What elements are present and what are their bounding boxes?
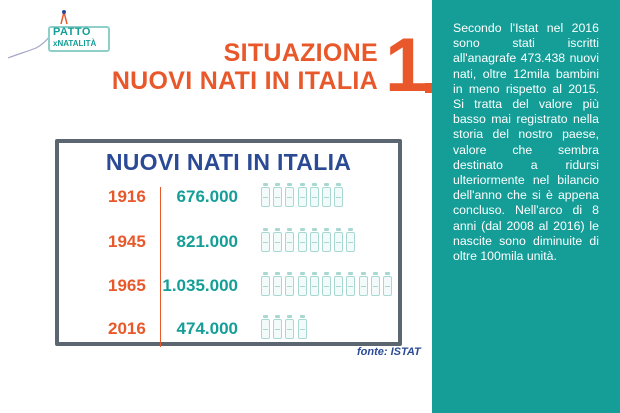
baby-bottle-icon — [358, 272, 368, 296]
row-count: 1.035.000 — [162, 276, 238, 295]
baby-bottle-icon — [261, 228, 270, 252]
baby-bottle-icon — [334, 183, 344, 207]
row-year: 1965 — [108, 276, 146, 295]
baby-bottle-icon — [322, 272, 331, 296]
source-note: fonte: ISTAT — [357, 346, 421, 358]
baby-bottle-icon — [285, 315, 295, 339]
baby-bottle-icon — [383, 272, 392, 296]
table-divider — [160, 187, 161, 347]
baby-bottle-icon — [346, 228, 356, 252]
row-count: 474.000 — [176, 319, 238, 338]
section-number: 1 — [385, 23, 428, 108]
baby-bottle-icon — [309, 228, 319, 252]
baby-bottle-icon — [309, 183, 319, 207]
baby-bottle-icon — [297, 228, 307, 252]
baby-bottle-icon — [273, 183, 283, 207]
title-line1: SITUAZIONE — [223, 39, 378, 67]
logo-swirl-icon — [7, 10, 68, 59]
row-year: 1945 — [108, 232, 146, 251]
baby-bottle-icon — [285, 183, 295, 207]
baby-bottle-icon — [273, 272, 283, 296]
baby-bottle-icon — [346, 272, 356, 296]
baby-bottle-icon — [322, 183, 331, 207]
logo-line2: xNATALITÀ — [53, 39, 97, 48]
logo-frame — [48, 26, 110, 52]
row-count: 821.000 — [176, 232, 238, 251]
section-number-dot — [425, 83, 437, 93]
left-panel: PATTO xNATALITÀ SITUAZIONE NUOVI NATI IN… — [6, 8, 437, 358]
baby-bottle-icon — [309, 272, 319, 296]
row-year: 2016 — [108, 319, 146, 338]
baby-bottle-icon — [285, 228, 295, 252]
baby-bottle-icon — [334, 272, 344, 296]
logo: PATTO xNATALITÀ — [6, 8, 116, 66]
body-paragraph: Secondo l'Istat nel 2016 sono stati iscr… — [453, 21, 599, 264]
baby-bottle-icon — [285, 272, 295, 296]
baby-bottle-icon — [261, 315, 270, 339]
row-count: 676.000 — [176, 187, 238, 206]
row-year: 1916 — [108, 187, 146, 206]
right-panel — [432, 0, 620, 413]
baby-bottle-icon — [261, 272, 270, 296]
births-table: NUOVI NATI IN ITALIA 1916 676.000 1945 8… — [55, 139, 402, 347]
baby-bottle-icon — [297, 272, 307, 296]
baby-bottle-icon — [261, 183, 270, 207]
logo-line1: PATTO — [53, 26, 91, 38]
baby-bottle-icon — [297, 315, 307, 339]
body-text: Secondo l'Istat nel 2016 sono stati iscr… — [453, 21, 599, 264]
baby-bottle-icon — [297, 183, 307, 207]
baby-bottle-icon — [370, 272, 380, 296]
baby-bottle-icon — [334, 228, 344, 252]
baby-bottle-icon — [273, 315, 283, 339]
baby-bottle-icon — [273, 228, 283, 252]
baby-bottle-icon — [322, 228, 331, 252]
title-line2: NUOVI NATI IN ITALIA — [111, 67, 378, 95]
table-title: NUOVI NATI IN ITALIA — [105, 149, 352, 175]
